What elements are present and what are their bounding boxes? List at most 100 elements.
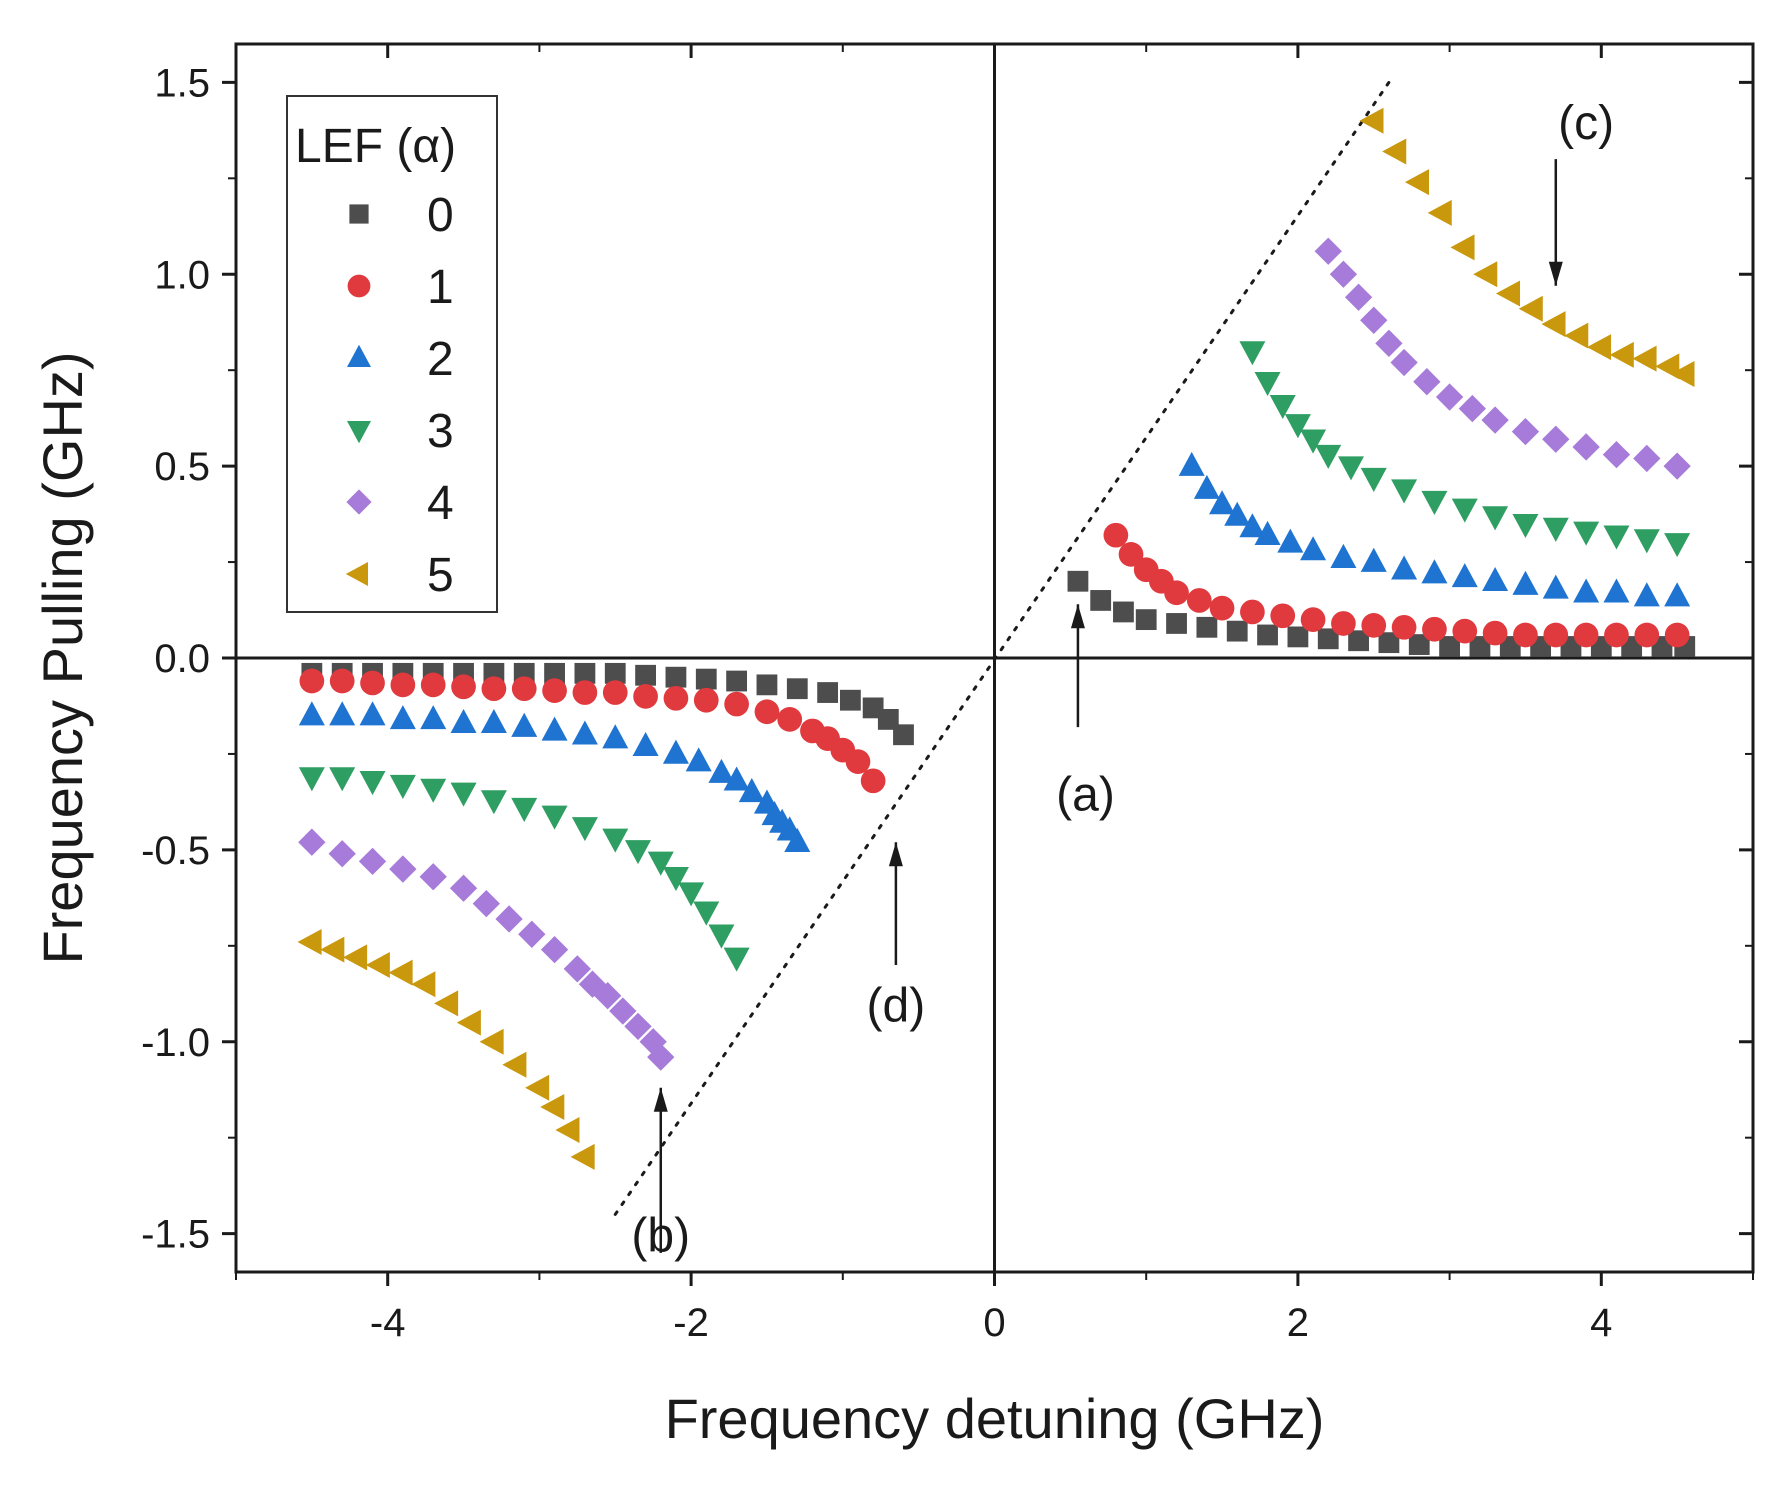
- data-point: [329, 668, 355, 694]
- data-point: [1451, 498, 1478, 523]
- data-point: [602, 680, 628, 705]
- data-point: [420, 778, 447, 803]
- data-point: [1067, 570, 1089, 592]
- data-point: [390, 672, 416, 698]
- data-point: [602, 724, 629, 749]
- data-point: [1435, 383, 1464, 411]
- data-point: [1118, 542, 1144, 567]
- data-point: [860, 768, 886, 794]
- data-point: [662, 739, 689, 764]
- annotation-arrow-head: [1070, 604, 1085, 629]
- data-point: [784, 827, 811, 852]
- diagonal-guide: [613, 80, 1391, 1216]
- data-point: [1331, 611, 1356, 636]
- data-point: [1329, 260, 1358, 288]
- data-point: [1451, 563, 1478, 588]
- x-axis-title: Frequency detuning (GHz): [665, 1387, 1325, 1450]
- annotation: (d): [867, 842, 925, 1032]
- data-point: [1422, 616, 1447, 642]
- data-point: [1542, 574, 1569, 599]
- data-point: [1391, 614, 1417, 640]
- data-point: [1609, 341, 1634, 368]
- data-point: [1421, 559, 1448, 584]
- data-point: [693, 901, 720, 926]
- data-point: [343, 944, 368, 971]
- data-point: [329, 767, 356, 792]
- data-point: [1541, 311, 1566, 338]
- data-point: [839, 689, 861, 711]
- data-point: [678, 882, 705, 907]
- legend-box: [286, 95, 498, 613]
- data-point: [665, 666, 687, 688]
- data-point: [724, 691, 749, 717]
- data-point: [756, 674, 778, 696]
- series-5: [297, 107, 1695, 1170]
- data-point: [389, 855, 417, 883]
- data-point: [1135, 609, 1157, 631]
- data-point: [1633, 582, 1660, 607]
- data-point: [1664, 622, 1690, 648]
- data-point: [1269, 394, 1296, 420]
- data-point: [723, 766, 750, 791]
- data-point: [1664, 533, 1691, 558]
- legend-entry-label: 1: [427, 261, 454, 314]
- data-point: [1413, 368, 1441, 396]
- data-point: [1542, 517, 1569, 542]
- data-point: [329, 701, 356, 726]
- data-point: [1257, 624, 1278, 646]
- data-point: [1209, 490, 1236, 515]
- data-point: [1404, 169, 1430, 196]
- annotations: (a) (b) (c) (d): [631, 97, 1614, 1263]
- data-point: [359, 701, 386, 726]
- data-point: [1337, 456, 1364, 481]
- data-point: [360, 670, 385, 696]
- y-tick-label: 1.5: [154, 61, 210, 105]
- data-point: [1239, 341, 1266, 366]
- data-point: [1300, 607, 1326, 632]
- data-point: [1270, 603, 1296, 629]
- annotation: (c): [1548, 97, 1614, 286]
- legend-entry-label: 5: [427, 549, 454, 602]
- data-point: [298, 767, 325, 792]
- legend-entry-label: 4: [427, 477, 454, 530]
- data-point: [481, 676, 507, 702]
- data-point: [1378, 632, 1400, 654]
- data-point: [502, 1051, 527, 1078]
- legend-marker: [346, 489, 372, 515]
- data-point: [1573, 521, 1600, 546]
- legend-marker: [347, 344, 371, 367]
- data-point: [480, 790, 507, 815]
- data-point: [1226, 620, 1248, 642]
- data-point: [1452, 618, 1478, 644]
- data-point: [1317, 628, 1339, 650]
- data-point: [1186, 588, 1212, 613]
- y-tick-label: -0.5: [141, 829, 210, 873]
- data-point: [389, 705, 416, 730]
- y-tick-label: 1.0: [154, 253, 210, 297]
- data-point: [1518, 295, 1543, 322]
- data-point: [1633, 529, 1660, 554]
- series-4: [298, 237, 1691, 1071]
- data-point: [1602, 440, 1631, 469]
- data-point: [1254, 371, 1281, 396]
- data-point: [541, 716, 568, 741]
- data-point: [1572, 433, 1600, 461]
- data-point: [1193, 474, 1220, 499]
- annotation-label: (a): [1056, 768, 1115, 821]
- data-point: [893, 724, 914, 746]
- annotation-arrow-head: [1548, 261, 1563, 286]
- data-point: [525, 1074, 550, 1101]
- x-tick-label: -4: [370, 1301, 406, 1345]
- data-point: [708, 924, 735, 949]
- data-point: [572, 680, 598, 705]
- data-point: [1573, 578, 1600, 603]
- data-point: [723, 947, 750, 972]
- data-point: [632, 731, 659, 757]
- data-point: [625, 840, 652, 865]
- data-point: [1542, 425, 1570, 453]
- annotation-arrow-head: [888, 842, 903, 867]
- data-point: [1344, 283, 1373, 311]
- annotation-label: (c): [1558, 97, 1614, 150]
- data-point: [479, 1028, 504, 1055]
- data-point: [1482, 620, 1508, 646]
